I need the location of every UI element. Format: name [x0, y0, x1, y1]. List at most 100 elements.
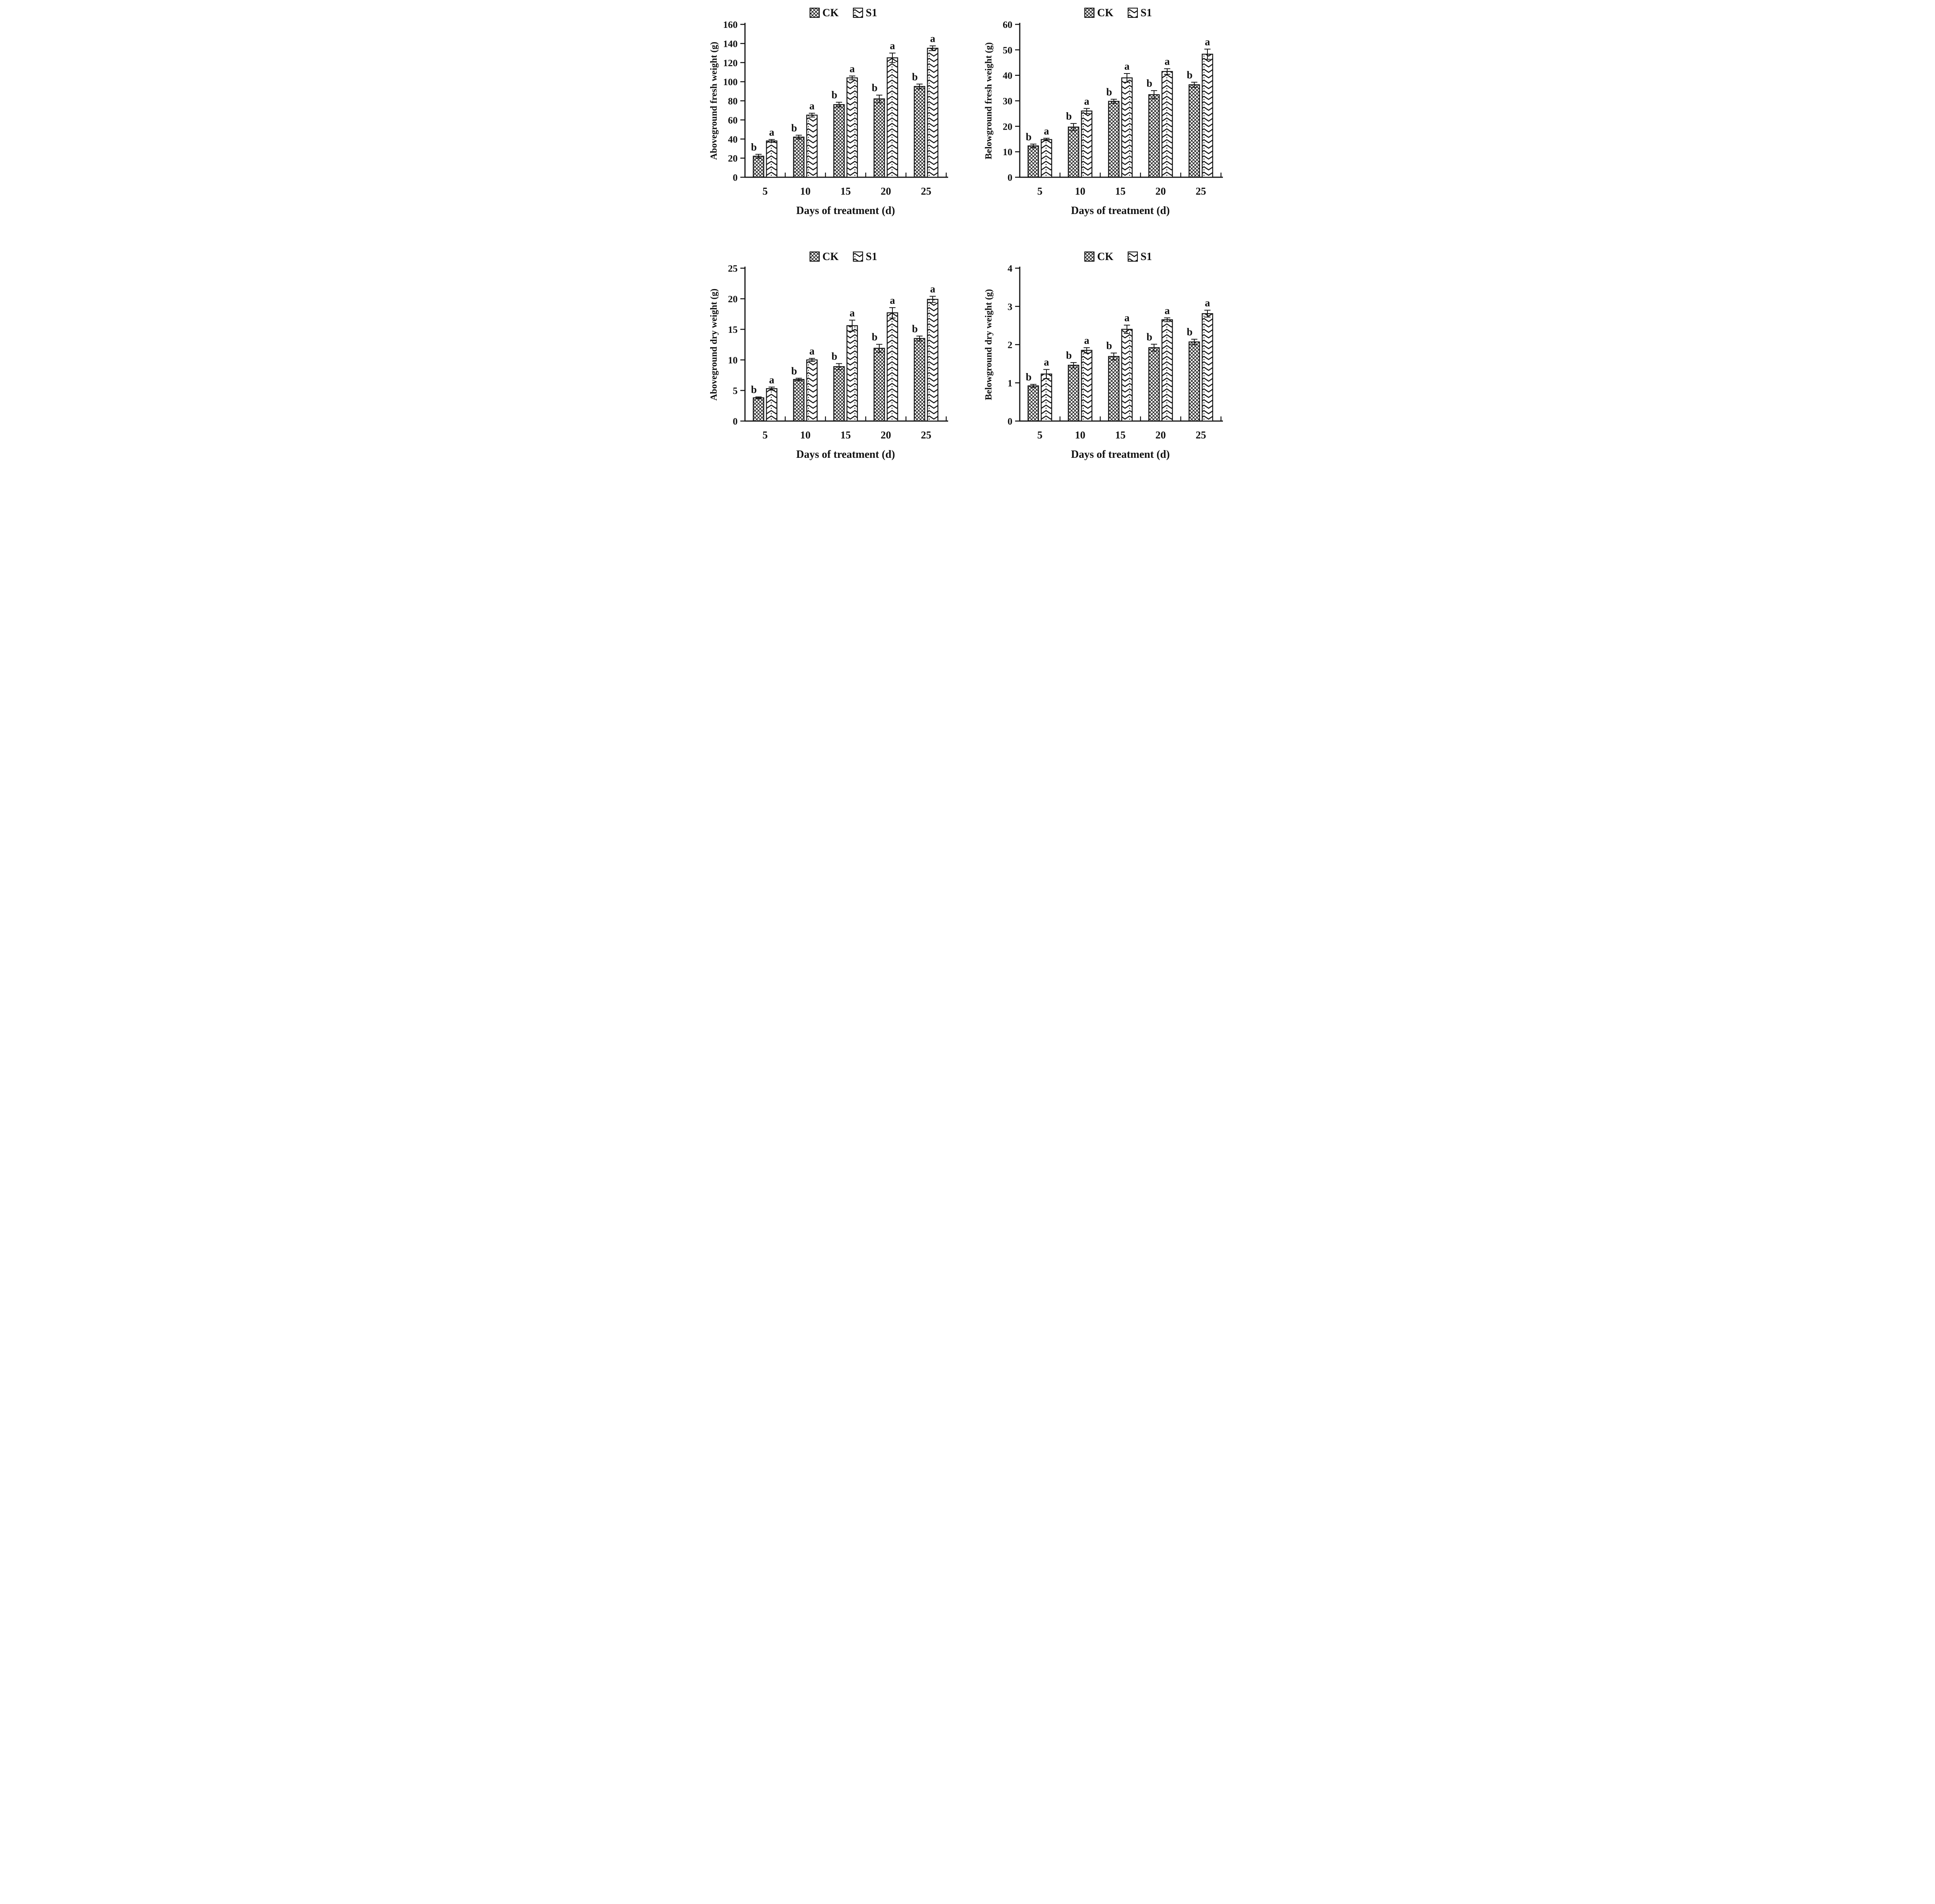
error-bar-s1-day15 [1124, 73, 1130, 83]
x-category-label: 25 [921, 185, 932, 197]
x-category-label: 10 [1075, 429, 1086, 441]
legend-label-s1: S1 [1140, 251, 1152, 263]
bar-s1-day10 [1081, 350, 1093, 422]
error-bar-ck-day20 [876, 344, 882, 353]
y-tick-label: 1 [1008, 378, 1013, 389]
error-bar-ck-day20 [1151, 344, 1157, 352]
bar-ck-day20 [873, 98, 885, 178]
x-category-label: 20 [881, 185, 891, 197]
error-bar-ck-day15 [836, 102, 842, 108]
sig-letter-ck-day20: b [872, 82, 877, 94]
y-tick-label: 0 [733, 173, 738, 183]
error-bar-ck-day10 [796, 378, 802, 381]
bar-s1-day10 [806, 359, 818, 422]
x-axis-title: Days of treatment (d) [796, 205, 895, 217]
bar-s1-day10 [1081, 110, 1093, 178]
y-tick-label: 0 [1008, 416, 1013, 427]
error-bar-ck-day15 [836, 363, 842, 370]
bar-ck-day10 [793, 137, 805, 178]
y-axis-title: Aboveground dry weight (g) [709, 289, 719, 401]
panel-belowground-dry-weight: CK S1 0 1 2 3 4 5 10 15 20 25 b b b b b a a a a a Days of trea… [981, 247, 1229, 473]
legend-swatch-ck [809, 7, 820, 18]
error-bar-ck-day5 [755, 154, 762, 159]
y-tick-label: 50 [1003, 45, 1012, 56]
sig-letter-s1-day5: a [769, 374, 774, 385]
x-category-label: 20 [1156, 185, 1166, 197]
sig-letter-ck-day20: b [872, 331, 877, 343]
bar-s1-day25 [927, 299, 938, 422]
bar-s1-day5 [766, 388, 777, 422]
y-tick-label: 120 [723, 58, 738, 68]
legend-label-ck: CK [822, 251, 839, 263]
bar-ck-day5 [1027, 385, 1039, 422]
error-bar-s1-day25 [1204, 310, 1211, 318]
x-category-label: 20 [881, 429, 891, 441]
legend-label-s1: S1 [1140, 7, 1152, 19]
error-bar-s1-day25 [930, 296, 936, 303]
sig-letter-s1-day25: a [1205, 36, 1210, 48]
bar-ck-day15 [1108, 356, 1120, 422]
error-bar-s1-day25 [1204, 48, 1211, 60]
legend-label-ck: CK [1097, 7, 1113, 19]
x-category-label: 25 [1196, 429, 1206, 441]
sig-letter-s1-day10: a [1084, 334, 1089, 346]
error-bar-ck-day20 [876, 94, 882, 103]
sig-letter-ck-day25: b [912, 71, 918, 82]
error-bar-ck-day5 [1030, 144, 1036, 148]
sig-letter-s1-day15: a [1124, 312, 1130, 324]
panel-aboveground-dry-weight: CK S1 0 5 10 15 20 25 5 10 15 20 25 b b b b b a a a a a Days of… [706, 247, 954, 473]
error-bar-s1-day10 [1084, 108, 1090, 114]
sig-letter-s1-day5: a [769, 126, 774, 138]
y-tick-label: 20 [728, 154, 738, 164]
x-category-label: 10 [1075, 185, 1086, 197]
bar-s1-day10 [806, 115, 818, 178]
legend-swatch-ck [809, 251, 820, 262]
error-bar-ck-day15 [1111, 353, 1117, 360]
bar-ck-day10 [793, 379, 805, 422]
sig-letter-ck-day20: b [1146, 331, 1152, 343]
y-tick-label: 0 [1008, 173, 1013, 183]
x-category-label: 5 [1037, 185, 1043, 197]
error-bar-ck-day25 [1191, 339, 1197, 345]
error-bar-s1-day10 [1084, 347, 1090, 354]
error-bar-s1-day20 [1164, 317, 1170, 322]
x-category-label: 15 [841, 429, 851, 441]
sig-letter-ck-day20: b [1146, 77, 1152, 89]
error-bar-s1-day5 [1043, 369, 1050, 379]
sig-letter-s1-day5: a [1044, 125, 1049, 137]
bar-ck-day20 [873, 348, 885, 422]
figure-grid: CK S1 0 20 40 60 80 100 120 140 160 5 10 15 20 25 b b b b b a… [702, 0, 1233, 479]
error-bar-s1-day20 [889, 307, 896, 318]
error-bar-s1-day5 [1043, 138, 1050, 141]
bar-ck-day15 [833, 104, 845, 178]
legend-swatch-s1 [853, 7, 863, 18]
bar-s1-day5 [1041, 139, 1052, 178]
legend-label-ck: CK [1097, 251, 1113, 263]
sig-letter-ck-day5: b [1026, 371, 1031, 383]
error-bar-s1-day10 [809, 358, 815, 362]
bar-ck-day5 [753, 156, 764, 178]
error-bar-ck-day25 [1191, 82, 1197, 88]
error-bar-ck-day10 [1070, 123, 1077, 131]
error-bar-ck-day10 [796, 135, 802, 140]
sig-letter-ck-day15: b [831, 89, 837, 101]
bar-s1-day15 [1121, 329, 1133, 422]
x-axis-title: Days of treatment (d) [796, 449, 895, 461]
y-tick-label: 5 [733, 386, 738, 396]
y-tick-label: 140 [723, 39, 738, 49]
error-bar-s1-day5 [769, 387, 775, 391]
legend-label-ck: CK [822, 7, 839, 19]
x-category-label: 20 [1156, 429, 1166, 441]
sig-letter-s1-day10: a [809, 100, 815, 112]
error-bar-ck-day25 [916, 84, 923, 89]
x-axis-title: Days of treatment (d) [1071, 449, 1170, 461]
x-category-label: 10 [800, 429, 811, 441]
y-tick-label: 15 [728, 325, 738, 335]
sig-letter-s1-day15: a [1124, 60, 1130, 72]
y-tick-label: 0 [733, 416, 738, 427]
bar-s1-day25 [1202, 53, 1213, 178]
y-axis-title: Belowground fresh weight (g) [984, 42, 994, 159]
sig-letter-ck-day25: b [912, 323, 918, 334]
error-bar-s1-day20 [889, 53, 896, 63]
x-category-label: 5 [1037, 429, 1043, 441]
